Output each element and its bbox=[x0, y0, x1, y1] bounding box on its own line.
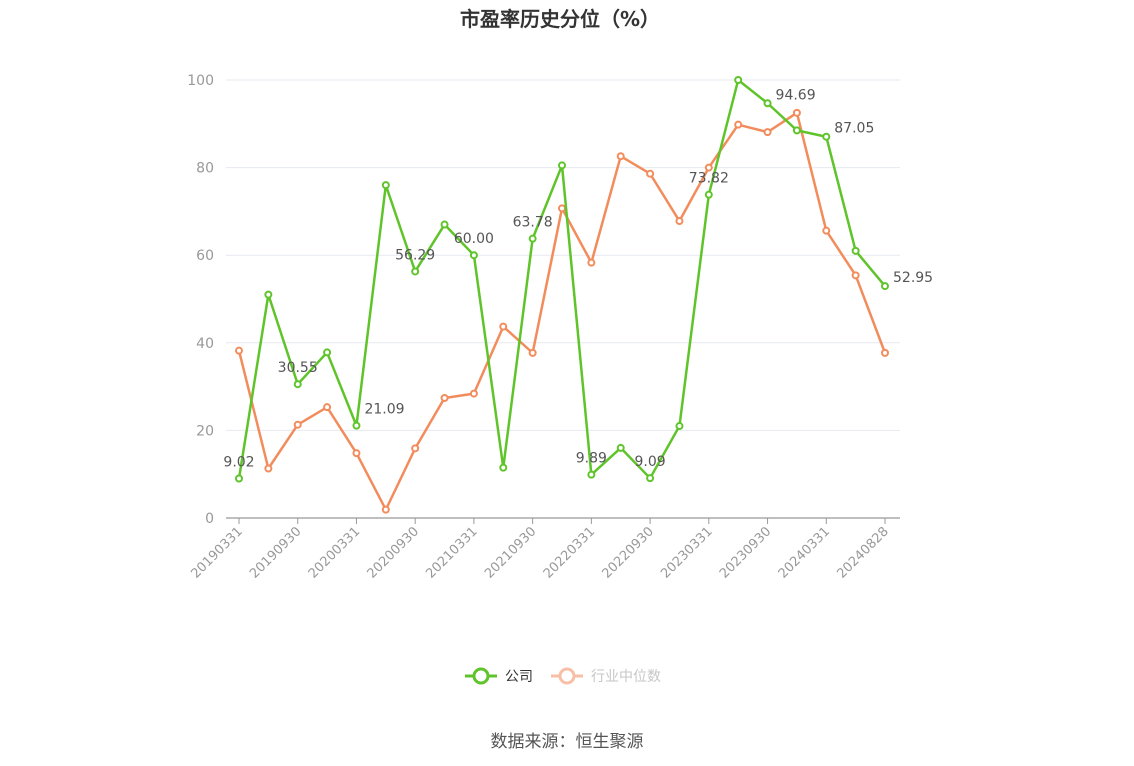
data-label: 9.02 bbox=[223, 454, 254, 470]
data-point-industry-median[interactable] bbox=[499, 322, 508, 331]
data-point-industry-median[interactable] bbox=[792, 108, 801, 117]
y-tick-label: 60 bbox=[196, 248, 214, 264]
data-point-company[interactable] bbox=[352, 421, 361, 430]
x-tick-label: 20220930 bbox=[600, 524, 657, 581]
x-tick-label: 20190930 bbox=[247, 524, 304, 581]
x-axis: 20190331 20190930 20200331 20200930 20210331… bbox=[188, 517, 900, 582]
data-point-industry-median[interactable] bbox=[411, 444, 420, 453]
data-point-industry-median[interactable] bbox=[822, 226, 831, 235]
data-label: 87.05 bbox=[834, 121, 874, 137]
x-tick-label: 20240828 bbox=[834, 524, 891, 581]
data-point-company[interactable] bbox=[381, 181, 390, 190]
data-point-company[interactable] bbox=[411, 267, 420, 276]
x-tick-label: 20210930 bbox=[482, 524, 539, 581]
data-point-company[interactable] bbox=[587, 470, 596, 479]
data-label: 21.09 bbox=[364, 402, 404, 418]
data-point-company[interactable] bbox=[822, 132, 831, 141]
x-tick-label: 20240331 bbox=[776, 524, 833, 581]
data-point-company[interactable] bbox=[616, 443, 625, 452]
data-label: 63.78 bbox=[513, 215, 553, 231]
data-point-industry-median[interactable] bbox=[440, 393, 449, 402]
legend-item-industry-median[interactable]: 行业中位数 bbox=[551, 667, 661, 685]
data-source: 数据来源：恒生聚源 bbox=[491, 732, 644, 752]
x-tick-label: 20190331 bbox=[188, 524, 245, 581]
legend-marker bbox=[472, 667, 490, 685]
data-point-industry-median[interactable] bbox=[352, 449, 361, 458]
data-label: 9.09 bbox=[635, 454, 666, 470]
data-point-company[interactable] bbox=[851, 246, 860, 255]
data-point-industry-median[interactable] bbox=[558, 204, 566, 213]
legend[interactable]: 公司 行业中位数 bbox=[465, 667, 661, 685]
data-point-industry-median[interactable] bbox=[675, 217, 684, 226]
data-point-industry-median[interactable] bbox=[734, 120, 743, 129]
data-point-company[interactable] bbox=[646, 474, 655, 483]
x-tick-label: 20230331 bbox=[658, 524, 715, 581]
x-tick-label: 20200930 bbox=[365, 524, 422, 581]
data-label: 52.95 bbox=[893, 270, 933, 286]
legend-item-company[interactable]: 公司 bbox=[465, 667, 533, 685]
data-label: 56.29 bbox=[395, 247, 435, 263]
y-tick-label: 80 bbox=[196, 161, 214, 177]
grid-lines bbox=[226, 79, 900, 431]
legend-marker bbox=[558, 667, 576, 685]
data-point-company[interactable] bbox=[558, 161, 566, 170]
x-tick-label: 20200331 bbox=[306, 524, 363, 581]
x-tick-label: 20210331 bbox=[423, 524, 480, 581]
data-point-company[interactable] bbox=[264, 290, 273, 299]
y-axis: 0 20 40 60 80 100 bbox=[187, 73, 214, 527]
data-point-company[interactable] bbox=[440, 220, 449, 229]
data-point-company[interactable] bbox=[323, 348, 332, 357]
data-point-industry-median[interactable] bbox=[381, 505, 390, 514]
series-group bbox=[235, 76, 889, 514]
data-point-industry-median[interactable] bbox=[616, 152, 625, 161]
x-tick-label: 20230930 bbox=[717, 524, 774, 581]
y-tick-label: 40 bbox=[196, 336, 214, 352]
y-tick-label: 20 bbox=[196, 423, 214, 439]
data-point-company[interactable] bbox=[235, 474, 243, 483]
data-point-company[interactable] bbox=[293, 380, 302, 389]
data-label: 94.69 bbox=[776, 87, 816, 103]
data-point-company[interactable] bbox=[792, 126, 801, 135]
data-point-industry-median[interactable] bbox=[235, 346, 243, 355]
data-point-company[interactable] bbox=[881, 282, 889, 291]
data-point-industry-median[interactable] bbox=[881, 348, 889, 357]
data-point-industry-median[interactable] bbox=[323, 403, 332, 412]
data-label: 9.89 bbox=[576, 451, 607, 467]
data-point-company[interactable] bbox=[469, 251, 478, 260]
data-point-company[interactable] bbox=[675, 422, 684, 431]
data-point-industry-median[interactable] bbox=[587, 258, 596, 267]
x-tick-label: 20220331 bbox=[541, 524, 598, 581]
data-point-industry-median[interactable] bbox=[293, 420, 302, 429]
data-point-industry-median[interactable] bbox=[763, 128, 772, 137]
data-point-industry-median[interactable] bbox=[704, 163, 713, 172]
data-labels: 9.02 30.55 21.09 56.29 60.00 63.78 9.89 9.09 73.… bbox=[223, 87, 933, 470]
data-point-company[interactable] bbox=[528, 234, 537, 243]
y-tick-label: 100 bbox=[187, 73, 214, 89]
y-tick-label: 0 bbox=[205, 511, 214, 527]
data-point-industry-median[interactable] bbox=[528, 348, 537, 357]
data-point-company[interactable] bbox=[499, 463, 508, 472]
data-label: 60.00 bbox=[454, 231, 494, 247]
data-label: 30.55 bbox=[278, 360, 318, 376]
data-point-industry-median[interactable] bbox=[851, 271, 860, 280]
data-point-industry-median[interactable] bbox=[264, 464, 273, 473]
chart-title: 市盈率历史分位（%） bbox=[460, 7, 660, 31]
data-point-industry-median[interactable] bbox=[646, 169, 655, 178]
data-label: 73.82 bbox=[689, 171, 729, 187]
data-point-company[interactable] bbox=[763, 99, 772, 108]
data-point-company[interactable] bbox=[734, 76, 743, 84]
data-point-industry-median[interactable] bbox=[469, 389, 478, 398]
data-point-company[interactable] bbox=[704, 190, 713, 199]
legend-label: 行业中位数 bbox=[591, 669, 661, 685]
legend-label: 公司 bbox=[505, 669, 533, 685]
